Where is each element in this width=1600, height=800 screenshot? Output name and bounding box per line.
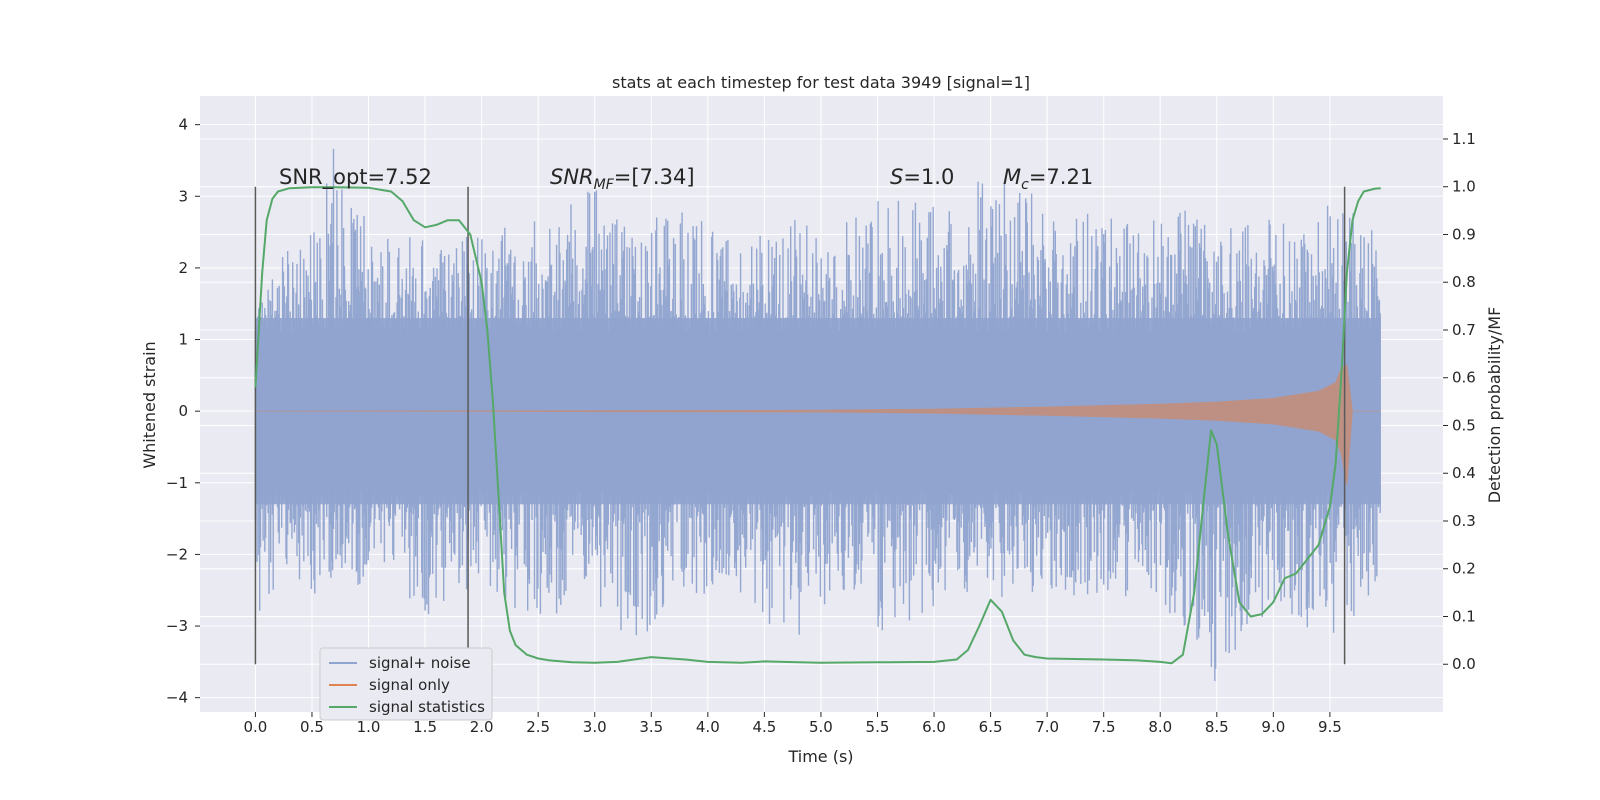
mc-sub: c [1021, 177, 1029, 193]
y2-tick-label: 0.2 [1452, 560, 1476, 578]
y-axis-label: Whitened strain [140, 341, 159, 468]
legend-label-stats: signal statistics [369, 698, 485, 716]
x-tick-label: 6.5 [979, 718, 1003, 736]
signal-statistics-series [254, 186, 1381, 665]
y2-tick-label: 0.4 [1452, 464, 1476, 482]
snr-mf-main: SNR [550, 165, 594, 189]
x-tick-label: 2.0 [470, 718, 494, 736]
y-tick-label: −3 [166, 617, 188, 635]
x-tick-label: 1.0 [357, 718, 381, 736]
annotation-snr-mf: SNRMF=[7.34] [550, 165, 695, 193]
y-tick-label: 0 [178, 402, 188, 420]
x-tick-label: 6.0 [922, 718, 946, 736]
signal-only-series [255, 364, 1381, 486]
y2-tick-label: 0.8 [1452, 273, 1476, 291]
annotation-s: S=1.0 [890, 165, 954, 189]
s-value: =1.0 [903, 165, 954, 189]
x-tick-label: 1.5 [413, 718, 437, 736]
x-tick-label: 8.5 [1205, 718, 1229, 736]
y2-tick-label: 0.6 [1452, 369, 1476, 387]
y-tick-label: 1 [178, 331, 188, 349]
y-tick-label: 2 [178, 259, 188, 277]
s-main: S [890, 165, 903, 189]
y-tick-label: 4 [178, 116, 188, 134]
x-tick-label: 3.0 [583, 718, 607, 736]
chart-title: stats at each timestep for test data 394… [612, 73, 1030, 92]
legend-box [319, 647, 493, 721]
x-tick-label: 9.0 [1261, 718, 1285, 736]
y2-tick-label: 0.0 [1452, 655, 1476, 673]
y-tick-label: 3 [178, 187, 188, 205]
legend-label-signal: signal only [369, 676, 450, 694]
y2-tick-label: 0.1 [1452, 607, 1476, 625]
x-tick-label: 9.5 [1318, 718, 1342, 736]
mc-value: =7.21 [1029, 165, 1093, 189]
y-tick-label: −2 [166, 545, 188, 563]
y2-tick-label: 0.9 [1452, 225, 1476, 243]
x-axis-label: Time (s) [787, 747, 853, 766]
snr-mf-value: =[7.34] [614, 165, 695, 189]
x-tick-label: 7.5 [1092, 718, 1116, 736]
x-tick-label: 4.5 [752, 718, 776, 736]
x-axis-ticks: 0.0 0.5 1.0 1.5 2.0 2.5 3.0 3.5 4.0 4.5 5.0 5.5 6.0 6… [243, 712, 1342, 736]
y2-tick-label: 1.1 [1452, 130, 1476, 148]
y-tick-label: −4 [166, 689, 188, 707]
x-tick-label: 4.0 [696, 718, 720, 736]
mc-main: M [1003, 165, 1021, 189]
x-tick-label: 2.5 [526, 718, 550, 736]
x-tick-label: 0.5 [300, 718, 324, 736]
stats-line [254, 186, 1381, 665]
x-tick-label: 5.5 [866, 718, 890, 736]
signal-envelope [255, 364, 1381, 486]
snr-mf-sub: MF [594, 177, 615, 193]
y-tick-label: −1 [166, 474, 188, 492]
y2-axis-label: Detection probability/MF [1485, 307, 1504, 504]
y2-tick-label: 0.3 [1452, 512, 1476, 530]
left-y-axis-ticks: 4 3 2 1 0 −1 −2 −3 −4 [166, 116, 200, 707]
annotation-mc: Mc=7.21 [1003, 165, 1093, 193]
legend: signal+ noise signal only signal statist… [319, 647, 493, 721]
x-tick-label: 5.0 [809, 718, 833, 736]
x-tick-label: 7.0 [1035, 718, 1059, 736]
segment-boundaries [254, 186, 1346, 665]
y2-tick-label: 1.0 [1452, 178, 1476, 196]
x-tick-label: 3.5 [639, 718, 663, 736]
annotation-snr-opt: SNR_opt=7.52 [279, 165, 432, 190]
y2-tick-label: 0.5 [1452, 416, 1476, 434]
y2-tick-label: 0.7 [1452, 321, 1476, 339]
right-y-axis-ticks: 1.1 1.0 0.9 0.8 0.7 0.6 0.5 0.4 0.3 0.2 0.1 0.0 [1443, 130, 1476, 673]
x-tick-label: 0.0 [243, 718, 267, 736]
legend-label-noise: signal+ noise [369, 654, 471, 672]
x-tick-label: 8.0 [1148, 718, 1172, 736]
